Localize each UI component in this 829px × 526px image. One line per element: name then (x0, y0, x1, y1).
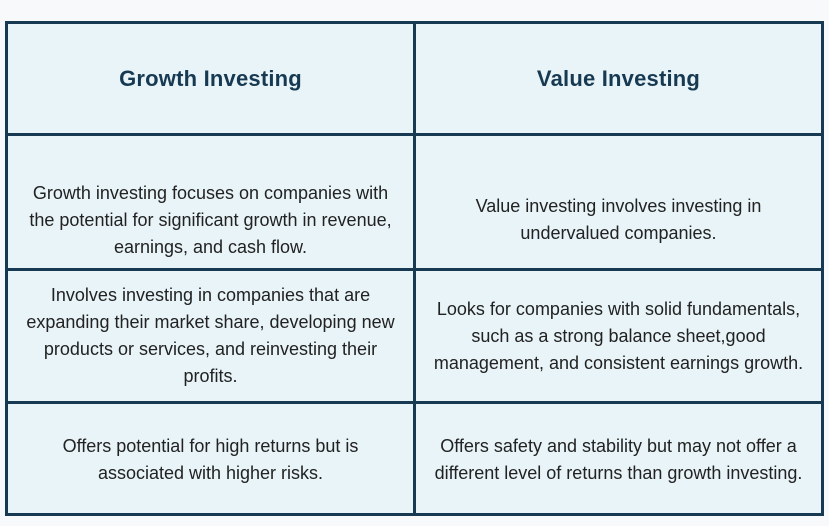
growth-cell-approach: Involves investing in companies that are… (5, 268, 416, 404)
table-row: Growth investing focuses on companies wi… (5, 133, 824, 271)
comparison-table: Growth Investing Value Investing Growth … (5, 21, 824, 516)
table-header-row: Growth Investing Value Investing (5, 21, 824, 136)
growth-cell-risk-return: Offers potential for high returns but is… (5, 401, 416, 516)
value-cell-risk-return: Offers safety and stability but may not … (413, 401, 824, 516)
value-cell-approach: Looks for companies with solid fundament… (413, 268, 824, 404)
table-row: Offers potential for high returns but is… (5, 401, 824, 516)
header-growth-investing: Growth Investing (5, 21, 416, 136)
value-cell-definition: Value investing involves investing in un… (413, 133, 824, 271)
header-value-investing: Value Investing (413, 21, 824, 136)
table-row: Involves investing in companies that are… (5, 268, 824, 404)
growth-cell-definition: Growth investing focuses on companies wi… (5, 133, 416, 271)
